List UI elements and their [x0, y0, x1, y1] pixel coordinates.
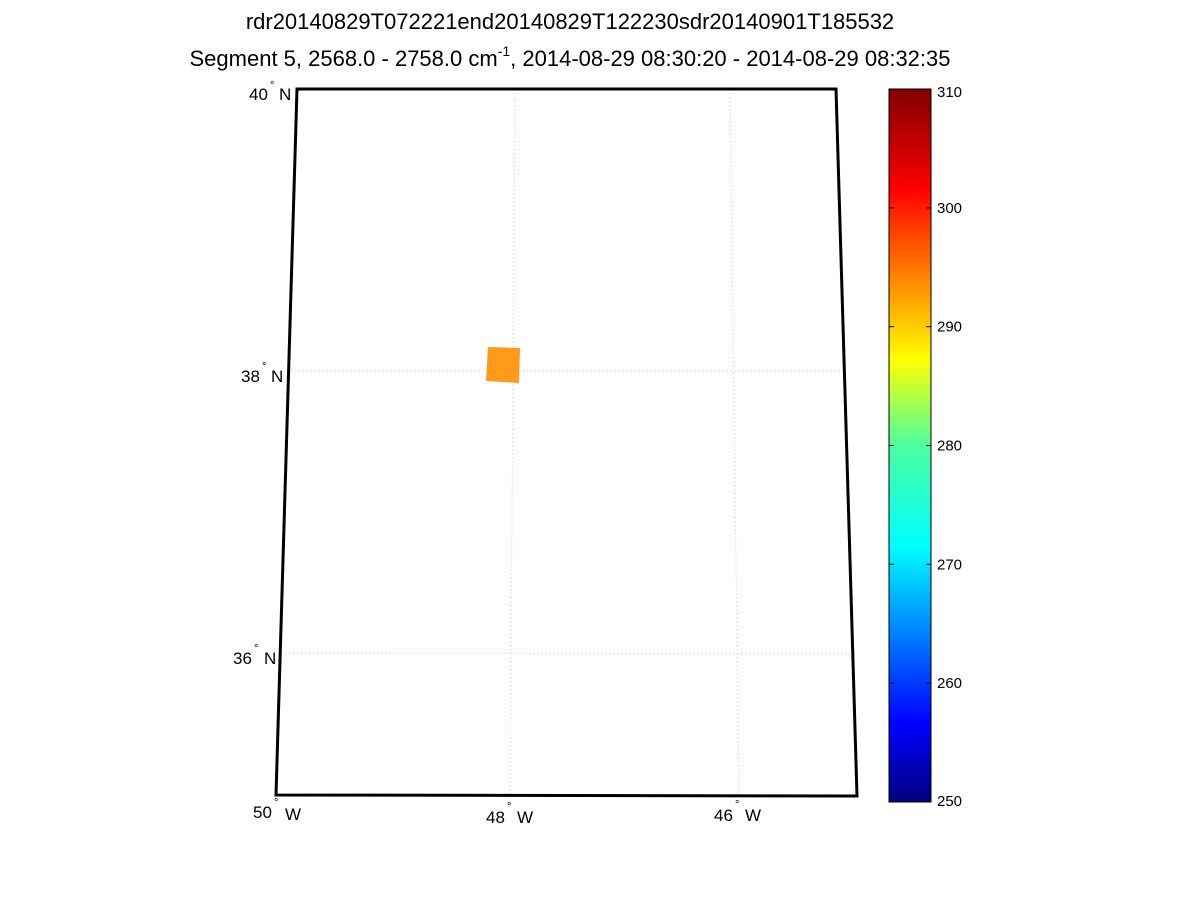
- colorbar-tick-label: 260: [937, 675, 962, 692]
- colorbar-ticks: 310 300 290 280 270 260 250: [889, 84, 962, 810]
- lat-label-38: 38 ° N: [241, 361, 283, 386]
- lon-label-48: 48 ° W: [486, 801, 533, 827]
- lat-label-38-deg: 38: [241, 367, 260, 386]
- degree-symbol: °: [274, 797, 278, 809]
- title-line-2-prefix: Segment 5, 2568.0 - 2758.0 cm: [189, 46, 498, 71]
- lat-label-40-hemi: N: [279, 85, 291, 104]
- colorbar: [888, 88, 932, 803]
- map-area: [276, 89, 857, 796]
- colorbar-tick-label: 280: [937, 438, 962, 455]
- figure-title-line-1: rdr20140829T072221end20140829T122230sdr2…: [245, 9, 895, 34]
- lon-label-48-deg: 48: [486, 808, 505, 827]
- data-patch: [486, 347, 520, 383]
- degree-symbol: °: [270, 80, 274, 92]
- lon-label-48-hemi: W: [517, 808, 533, 827]
- lon-label-46-hemi: W: [745, 806, 761, 825]
- lon-label-46: 46 ° W: [714, 799, 761, 825]
- lat-label-36-deg: 36: [233, 649, 252, 668]
- degree-symbol: °: [254, 643, 258, 655]
- lon-label-46-deg: 46: [714, 806, 733, 825]
- lat-label-36: 36 ° N: [233, 643, 276, 668]
- degree-symbol: °: [262, 361, 266, 373]
- lon-label-50-hemi: W: [285, 805, 301, 824]
- lat-label-40-deg: 40: [249, 85, 268, 104]
- lat-label-36-hemi: N: [264, 649, 276, 668]
- colorbar-tick-label: 310: [937, 84, 962, 101]
- colorbar-tick-label: 290: [937, 319, 962, 336]
- lon-label-50: 50 ° W: [253, 797, 301, 824]
- colorbar-tick-label: 270: [937, 556, 962, 573]
- degree-symbol: °: [507, 801, 511, 813]
- map-frame: [274, 87, 859, 798]
- lat-label-38-hemi: N: [271, 367, 283, 386]
- title-line-2-superscript: -1: [497, 43, 511, 59]
- colorbar-tick-label: 300: [937, 200, 962, 217]
- degree-symbol: °: [735, 799, 739, 811]
- lat-label-40: 40 ° N: [249, 80, 291, 104]
- figure-title-line-2: Segment 5, 2568.0 - 2758.0 cm-1, 2014-08…: [0, 43, 1140, 72]
- lon-label-50-deg: 50: [253, 803, 272, 822]
- colorbar-tick-label: 250: [937, 793, 962, 810]
- title-line-2-suffix: , 2014-08-29 08:30:20 - 2014-08-29 08:32…: [510, 46, 951, 71]
